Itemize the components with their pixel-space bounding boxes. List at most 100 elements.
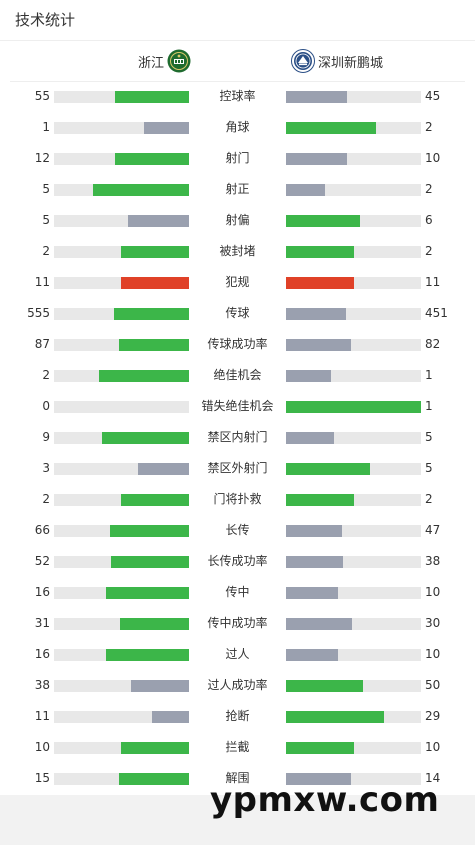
away-bar-fill xyxy=(286,525,342,537)
away-bar-fill xyxy=(286,587,338,599)
home-bar-track xyxy=(54,680,189,692)
away-value: 1 xyxy=(425,368,433,382)
stat-label: 禁区外射门 xyxy=(207,461,268,475)
home-team: 浙江 xyxy=(138,48,191,74)
away-value: 47 xyxy=(425,523,441,537)
home-bar-track xyxy=(54,401,189,413)
away-bar-fill xyxy=(286,463,370,475)
home-bar-track xyxy=(54,246,189,258)
home-bar-fill xyxy=(120,618,189,630)
home-bar-fill xyxy=(131,680,189,692)
away-bar-fill xyxy=(286,649,338,661)
away-value: 50 xyxy=(425,678,441,692)
home-value: 16 xyxy=(34,585,50,599)
away-bar-track xyxy=(286,773,421,785)
away-bar-fill xyxy=(286,122,376,134)
stat-row: 16 过人 10 xyxy=(0,639,475,670)
stat-label: 传球 xyxy=(225,306,250,320)
away-value: 1 xyxy=(425,399,433,413)
home-bar-track xyxy=(54,370,189,382)
home-value: 12 xyxy=(34,151,50,165)
stat-row: 2 门将扑救 2 xyxy=(0,484,475,515)
home-value: 38 xyxy=(34,678,50,692)
stat-row: 9 禁区内射门 5 xyxy=(0,422,475,453)
stat-row: 10 拦截 10 xyxy=(0,732,475,763)
stat-label: 抢断 xyxy=(225,709,250,723)
home-bar-track xyxy=(54,277,189,289)
stat-label: 过人成功率 xyxy=(207,678,268,692)
home-bar-track xyxy=(54,432,189,444)
home-bar-track xyxy=(54,494,189,506)
away-bar-track xyxy=(286,463,421,475)
home-bar-fill xyxy=(106,587,189,599)
away-value: 10 xyxy=(425,740,441,754)
stat-label: 禁区内射门 xyxy=(207,430,268,444)
away-bar-fill xyxy=(286,153,347,165)
away-bar-fill xyxy=(286,711,384,723)
away-bar-track xyxy=(286,215,421,227)
home-bar-track xyxy=(54,215,189,227)
away-bar-fill xyxy=(286,680,363,692)
away-value: 38 xyxy=(425,554,441,568)
stat-row: 0 错失绝佳机会 1 xyxy=(0,391,475,422)
away-value: 82 xyxy=(425,337,441,351)
stat-label: 角球 xyxy=(225,120,250,134)
away-bar-fill xyxy=(286,401,421,413)
home-value: 52 xyxy=(34,554,50,568)
away-bar-track xyxy=(286,587,421,599)
home-bar-fill xyxy=(115,153,189,165)
away-value: 10 xyxy=(425,585,441,599)
home-bar-track xyxy=(54,742,189,754)
stat-row: 16 传中 10 xyxy=(0,577,475,608)
stat-label: 被封堵 xyxy=(219,244,256,258)
home-bar-fill xyxy=(138,463,189,475)
away-bar-track xyxy=(286,742,421,754)
away-bar-track xyxy=(286,618,421,630)
away-bar-fill xyxy=(286,494,354,506)
home-bar-fill xyxy=(102,432,189,444)
home-bar-fill xyxy=(144,122,189,134)
home-value: 2 xyxy=(42,492,50,506)
away-value: 30 xyxy=(425,616,441,630)
away-value: 6 xyxy=(425,213,433,227)
away-bar-fill xyxy=(286,432,334,444)
home-value: 10 xyxy=(34,740,50,754)
home-bar-track xyxy=(54,91,189,103)
home-value: 31 xyxy=(34,616,50,630)
home-bar-fill xyxy=(106,649,189,661)
away-bar-track xyxy=(286,91,421,103)
home-value: 55 xyxy=(34,89,50,103)
stat-row: 15 解围 14 xyxy=(0,763,475,794)
watermark: ypmxw.com xyxy=(210,780,440,820)
away-bar-track xyxy=(286,680,421,692)
away-value: 2 xyxy=(425,244,433,258)
home-value: 87 xyxy=(34,337,50,351)
away-bar-fill xyxy=(286,308,346,320)
away-bar-fill xyxy=(286,742,354,754)
stat-row: 5 射正 2 xyxy=(0,174,475,205)
home-bar-track xyxy=(54,339,189,351)
stat-label: 拦截 xyxy=(225,740,250,754)
away-bar-track xyxy=(286,246,421,258)
away-value: 2 xyxy=(425,182,433,196)
stat-row: 52 长传成功率 38 xyxy=(0,546,475,577)
away-bar-fill xyxy=(286,556,343,568)
away-bar-track xyxy=(286,711,421,723)
home-value: 5 xyxy=(42,213,50,227)
away-bar-fill xyxy=(286,773,351,785)
home-bar-fill xyxy=(119,339,189,351)
home-value: 11 xyxy=(34,275,50,289)
page-title: 技术统计 xyxy=(15,11,76,29)
home-bar-fill xyxy=(111,556,189,568)
away-bar-fill xyxy=(286,91,347,103)
away-value: 10 xyxy=(425,151,441,165)
home-bar-track xyxy=(54,587,189,599)
stat-row: 11 犯规 11 xyxy=(0,267,475,298)
home-bar-fill xyxy=(152,711,189,723)
away-bar-fill xyxy=(286,370,331,382)
stat-row: 11 抢断 29 xyxy=(0,701,475,732)
stat-label: 长传 xyxy=(225,523,250,537)
home-value: 3 xyxy=(42,461,50,475)
home-bar-track xyxy=(54,525,189,537)
home-value: 1 xyxy=(42,120,50,134)
